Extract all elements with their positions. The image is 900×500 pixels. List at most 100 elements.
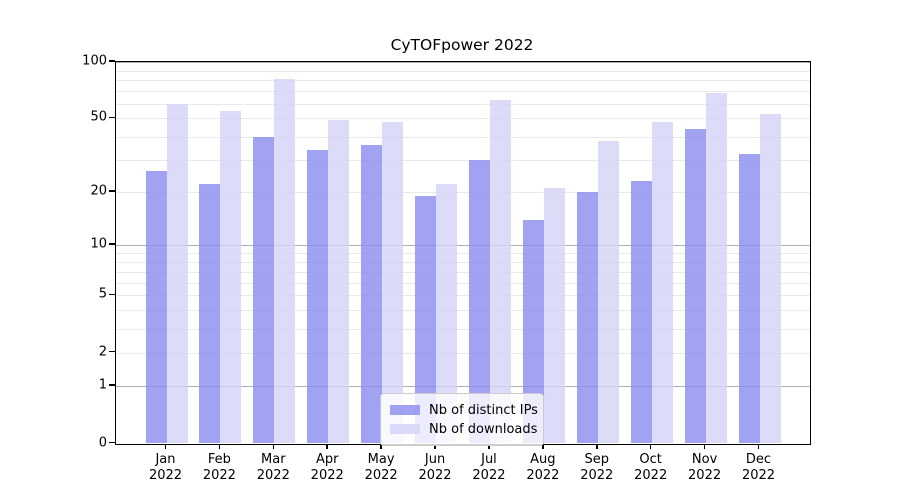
- x-tick-mark-aug: [542, 444, 544, 449]
- x-tick-mark-dec: [757, 444, 760, 449]
- bar-downloads-jan: [166, 103, 188, 444]
- x-tick-month-jan: Jan: [155, 451, 176, 467]
- y-tick-label-1: 1: [98, 377, 107, 393]
- gridline-3: [116, 328, 810, 330]
- y-tick-label-50: 50: [90, 109, 107, 125]
- x-tick-label-feb: Feb 2022: [189, 452, 249, 485]
- x-tick-month-mar: Mar: [261, 451, 286, 467]
- x-tick-year-mar: 2022: [256, 468, 290, 483]
- x-tick-month-aug: Aug: [530, 451, 556, 467]
- bar-distinct-ips-sep: [576, 191, 598, 444]
- bar-distinct-ips-feb: [199, 184, 221, 444]
- y-tick-label-5: 5: [98, 286, 107, 302]
- x-tick-year-jul: 2022: [472, 468, 506, 483]
- bar-downloads-oct: [651, 121, 673, 444]
- x-tick-label-mar: Mar 2022: [243, 452, 303, 485]
- bar-distinct-ips-jul: [468, 159, 490, 444]
- x-tick-mark-oct: [649, 444, 652, 449]
- legend-label-distinct-ips: Nb of distinct IPs: [429, 402, 538, 418]
- x-tick-mark-jun: [434, 444, 436, 449]
- y-tick-mark-0: [108, 441, 115, 444]
- bar-distinct-ips-nov: [684, 128, 706, 444]
- x-tick-mark-sep: [595, 444, 598, 449]
- bar-downloads-dec: [759, 113, 781, 444]
- y-tick-label-10: 10: [90, 236, 107, 252]
- x-tick-year-jun: 2022: [418, 468, 452, 483]
- x-tick-month-jun: Jun: [424, 451, 446, 467]
- x-tick-year-oct: 2022: [634, 468, 668, 483]
- x-tick-month-dec: Dec: [745, 451, 772, 467]
- y-tick-label-2: 2: [98, 344, 107, 360]
- plot-area: [115, 61, 811, 445]
- bar-distinct-ips-aug: [522, 219, 544, 444]
- gridline-100: [116, 62, 810, 63]
- x-tick-month-apr: Apr: [315, 451, 339, 467]
- bar-downloads-apr: [328, 120, 350, 444]
- x-tick-mark-may: [380, 444, 382, 449]
- x-tick-year-feb: 2022: [202, 468, 236, 483]
- y-tick-mark-5: [108, 293, 115, 296]
- x-tick-month-may: May: [367, 451, 395, 467]
- legend-item-downloads: Nb of downloads: [390, 421, 538, 437]
- bar-distinct-ips-apr: [307, 149, 329, 444]
- y-tick-label-0: 0: [98, 435, 107, 450]
- bar-downloads-aug: [543, 187, 565, 444]
- bar-downloads-mar: [274, 79, 296, 444]
- gridline-80: [116, 80, 810, 82]
- legend: Nb of distinct IPs Nb of downloads: [380, 393, 544, 446]
- bar-downloads-nov: [705, 93, 727, 444]
- gridline-90: [116, 70, 810, 72]
- bar-downloads-jun: [436, 184, 458, 444]
- gridline-8: [116, 261, 810, 263]
- x-tick-year-jan: 2022: [148, 468, 183, 483]
- x-tick-label-dec: Dec 2022: [729, 452, 789, 485]
- gridline-9: [116, 253, 810, 255]
- bar-distinct-ips-mar: [253, 136, 275, 444]
- gridline-5: [116, 295, 810, 297]
- x-tick-mark-feb: [218, 444, 221, 449]
- x-tick-label-nov: Nov 2022: [675, 452, 735, 485]
- x-tick-label-oct: Oct 2022: [621, 452, 681, 485]
- bar-downloads-sep: [597, 140, 619, 444]
- x-tick-mark-nov: [703, 444, 706, 449]
- gridline-30: [116, 159, 810, 161]
- x-tick-month-jul: Jul: [481, 451, 497, 467]
- gridline-20: [116, 191, 810, 193]
- bar-distinct-ips-oct: [630, 180, 652, 444]
- y-tick-mark-20: [108, 190, 115, 192]
- x-tick-label-sep: Sep 2022: [567, 452, 627, 485]
- x-tick-mark-mar: [272, 444, 275, 449]
- x-tick-year-nov: 2022: [688, 468, 722, 483]
- bar-distinct-ips-jun: [415, 195, 437, 444]
- bar-downloads-may: [382, 121, 404, 444]
- legend-swatch-distinct-ips: [390, 405, 420, 415]
- x-tick-mark-jul: [488, 444, 490, 449]
- x-tick-mark-apr: [326, 444, 329, 449]
- x-tick-month-feb: Feb: [207, 451, 231, 467]
- y-tick-mark-10: [108, 243, 115, 246]
- gridline-50: [116, 118, 810, 120]
- x-tick-month-nov: Nov: [691, 451, 718, 467]
- bar-distinct-ips-may: [361, 145, 383, 444]
- bar-downloads-jul: [489, 99, 511, 444]
- x-tick-month-sep: Sep: [584, 451, 610, 467]
- y-tick-mark-1: [108, 384, 115, 386]
- gridline-2: [116, 352, 810, 354]
- gridline-70: [116, 91, 810, 93]
- x-tick-month-oct: Oct: [639, 451, 662, 467]
- gridline-10: [116, 245, 810, 247]
- x-tick-mark-jan: [164, 444, 167, 449]
- x-tick-label-apr: Apr 2022: [297, 452, 357, 485]
- x-tick-year-apr: 2022: [310, 468, 344, 483]
- legend-item-distinct-ips: Nb of distinct IPs: [390, 402, 538, 418]
- y-tick-mark-100: [108, 60, 115, 62]
- legend-label-downloads: Nb of downloads: [429, 421, 538, 437]
- bar-distinct-ips-dec: [738, 154, 760, 444]
- y-tick-label-20: 20: [90, 183, 107, 199]
- x-tick-year-may: 2022: [364, 468, 398, 483]
- y-tick-label-100: 100: [82, 53, 107, 69]
- chart-title: CyTOFpower 2022: [390, 36, 534, 54]
- gridline-60: [116, 103, 810, 105]
- gridline-7: [116, 271, 810, 273]
